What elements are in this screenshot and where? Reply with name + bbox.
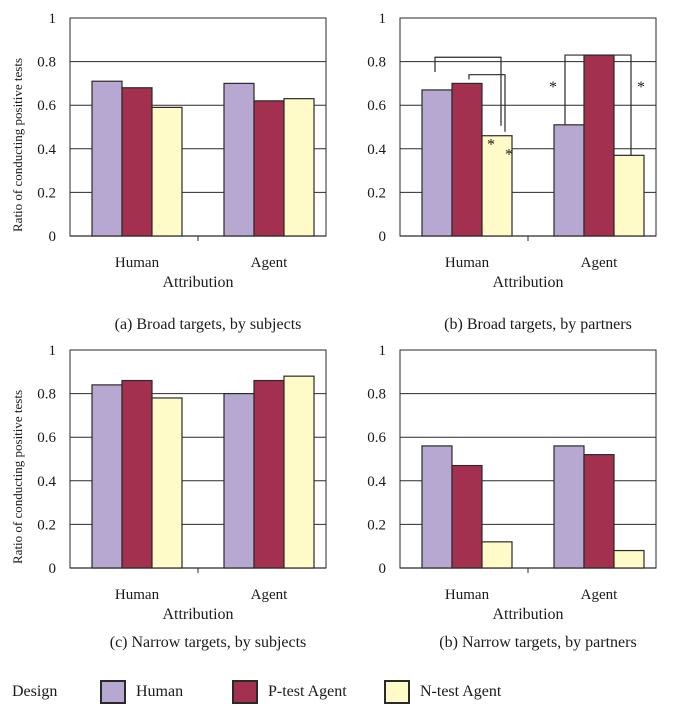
- chart-svg: 0 0.2 0.4 0.6 0.8 1 Human Agent Attribution: [37, 343, 327, 623]
- panel-caption: (a) Broad targets, by subjects: [114, 316, 302, 333]
- y-tick-label: 0.4: [37, 474, 56, 490]
- legend-swatch: [100, 680, 126, 704]
- bar-n-test-agent-human: [481, 135, 513, 237]
- bar-human-agent: [223, 82, 255, 237]
- y-tick-label: 0.2: [37, 185, 56, 201]
- x-axis-title: Attribution: [492, 606, 563, 623]
- chart-panel-d: 0 0.2 0.4 0.6 0.8 1 Human Agent Attribution: [360, 342, 666, 630]
- bar-p-test-agent-human: [451, 464, 483, 569]
- bar-n-test-agent-human: [481, 541, 513, 569]
- bar-human-human: [91, 80, 123, 237]
- y-tick-label: 0: [379, 229, 387, 245]
- significance-bracket: [603, 54, 632, 156]
- y-tick-label: 0.4: [37, 142, 56, 158]
- y-tick-label: 0.8: [37, 55, 56, 71]
- y-tick-label: 0.4: [367, 142, 386, 158]
- bar-human-agent: [223, 392, 255, 569]
- y-axis-label: Ratio of conducting positive tests: [10, 389, 25, 564]
- y-tick-label: 0.6: [37, 98, 56, 114]
- bar-human-agent: [553, 445, 585, 569]
- bar-human-human: [421, 89, 453, 237]
- y-tick-label: 0.6: [367, 98, 386, 114]
- y-tick-label: 1: [49, 11, 57, 27]
- x-tick-label: Agent: [251, 255, 288, 271]
- significance-marker: *: [549, 79, 557, 96]
- y-tick-label: 0.6: [37, 430, 56, 446]
- bar-human-agent: [553, 124, 585, 237]
- y-tick-label: 1: [49, 343, 57, 359]
- bar-p-test-agent-human: [121, 87, 153, 237]
- panel-caption: (c) Narrow targets, by subjects: [109, 634, 307, 651]
- y-axis-label: Ratio of conducting positive tests: [10, 57, 25, 232]
- x-tick-label: Agent: [581, 587, 618, 603]
- chart-panel-c: 0 0.2 0.4 0.6 0.8 1 Human Agent Attribution: [30, 342, 336, 630]
- bar-human-human: [91, 384, 123, 569]
- significance-bracket: [434, 56, 502, 126]
- y-tick-label: 0.8: [367, 387, 386, 403]
- y-tick-label: 0: [49, 229, 57, 245]
- bar-n-test-agent-agent: [283, 375, 315, 569]
- legend-label: N-test Agent: [420, 683, 502, 700]
- bar-p-test-agent-agent: [583, 54, 615, 237]
- bar-p-test-agent-human: [121, 379, 153, 569]
- significance-bracket: [564, 54, 597, 125]
- x-tick-label: Agent: [251, 587, 288, 603]
- legend-label: Human: [136, 683, 184, 700]
- bar-n-test-agent-agent: [613, 549, 645, 569]
- significance-marker: *: [487, 137, 495, 154]
- x-tick-label: Human: [115, 255, 160, 271]
- legend: Design Human P-test Agent N-test Agent: [0, 676, 676, 711]
- legend-swatch: [232, 680, 258, 704]
- bar-p-test-agent-agent: [253, 100, 285, 237]
- significance-marker: *: [637, 79, 645, 96]
- significance-marker: *: [505, 147, 513, 164]
- x-axis-title: Attribution: [162, 274, 233, 291]
- chart-panel-b: 0 0.2 0.4 0.6 0.8 1 Human Agent Attribution * * * *: [360, 10, 666, 298]
- y-tick-label: 1: [379, 11, 387, 27]
- y-tick-label: 0.4: [367, 474, 386, 490]
- bar-p-test-agent-agent: [583, 454, 615, 569]
- legend-label: P-test Agent: [268, 683, 347, 700]
- bar-p-test-agent-human: [451, 82, 483, 237]
- y-tick-label: 0.2: [367, 185, 386, 201]
- chart-svg: 0 0.2 0.4 0.6 0.8 1 Human Agent Attribution: [37, 11, 327, 291]
- bar-n-test-agent-agent: [613, 154, 645, 237]
- y-tick-label: 0: [49, 561, 57, 577]
- chart-svg: 0 0.2 0.4 0.6 0.8 1 Human Agent Attribution * * * *: [367, 11, 657, 291]
- y-tick-label: 0.6: [367, 430, 386, 446]
- x-tick-label: Agent: [581, 255, 618, 271]
- x-tick-label: Human: [445, 587, 490, 603]
- y-tick-label: 0: [379, 561, 387, 577]
- y-tick-label: 0.8: [37, 387, 56, 403]
- bar-n-test-agent-agent: [283, 98, 315, 237]
- bar-p-test-agent-agent: [253, 379, 285, 569]
- y-tick-label: 0.2: [37, 517, 56, 533]
- x-tick-label: Human: [445, 255, 490, 271]
- significance-bracket: [468, 74, 506, 132]
- chart-panel-a: 0 0.2 0.4 0.6 0.8 1 Human Agent Attribution: [30, 10, 336, 298]
- bar-human-human: [421, 445, 453, 569]
- bar-n-test-agent-human: [151, 106, 183, 237]
- panel-caption: (b) Broad targets, by partners: [444, 316, 632, 333]
- x-tick-label: Human: [115, 587, 160, 603]
- y-tick-label: 0.8: [367, 55, 386, 71]
- x-axis-title: Attribution: [492, 274, 563, 291]
- panel-caption: (b) Narrow targets, by partners: [439, 634, 637, 651]
- y-tick-label: 0.2: [367, 517, 386, 533]
- legend-swatch: [384, 680, 410, 704]
- chart-svg: 0 0.2 0.4 0.6 0.8 1 Human Agent Attribution: [367, 343, 657, 623]
- x-axis-title: Attribution: [162, 606, 233, 623]
- bar-n-test-agent-human: [151, 397, 183, 569]
- legend-title: Design: [12, 683, 58, 700]
- y-tick-label: 1: [379, 343, 387, 359]
